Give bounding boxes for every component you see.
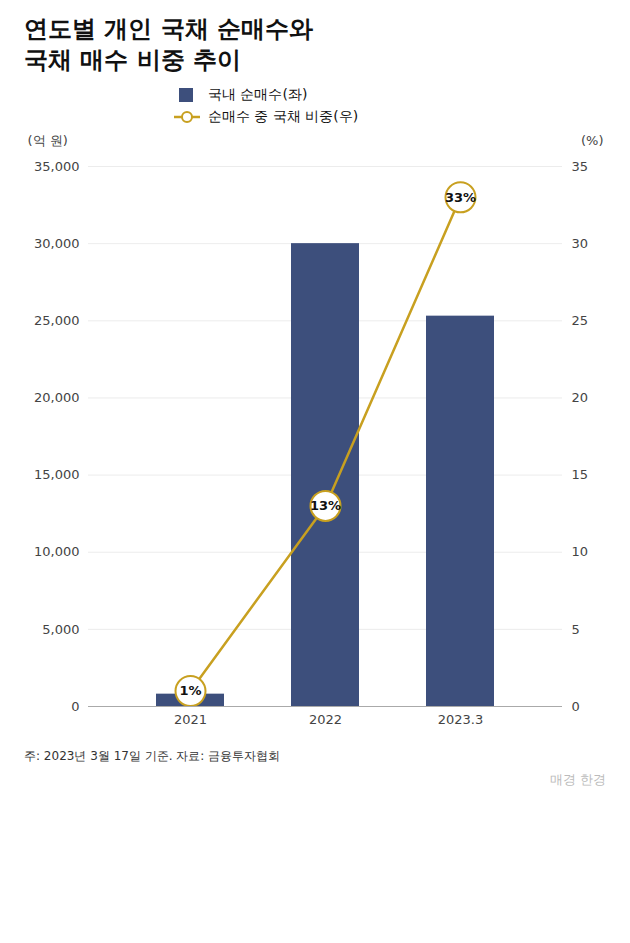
svg-text:(%): (%): [581, 133, 604, 148]
svg-text:15: 15: [572, 468, 589, 483]
svg-text:0: 0: [572, 699, 580, 714]
svg-text:10,000: 10,000: [34, 545, 80, 560]
svg-text:35: 35: [572, 159, 589, 174]
svg-text:1%: 1%: [179, 684, 201, 699]
html-text:국내 순매수(좌): 국내 순매수(좌): [208, 86, 308, 103]
svg-text:20: 20: [572, 390, 589, 405]
svg-text:5,000: 5,000: [42, 622, 79, 637]
svg-text:10: 10: [572, 545, 589, 560]
html-text:연도별 개인 국채 순매수와 국채 매수 비중 추이: 연도별 개인 국채 순매수와 국채 매수 비중 추이: [24, 15, 314, 75]
svg-text:5: 5: [572, 622, 580, 637]
svg-text:0: 0: [71, 699, 79, 714]
svg-text:2022: 2022: [309, 712, 342, 727]
svg-text:(억 원): (억 원): [28, 133, 68, 148]
svg-text:2023.3: 2023.3: [438, 712, 484, 727]
svg-text:13%: 13%: [310, 498, 341, 513]
svg-text:30: 30: [572, 236, 589, 251]
svg-text:25,000: 25,000: [34, 313, 80, 328]
html-text:순매수 중 국채 비중(우): 순매수 중 국채 비중(우): [208, 108, 359, 125]
svg-text:25: 25: [572, 313, 589, 328]
svg-text:35,000: 35,000: [34, 159, 80, 174]
svg-text:2021: 2021: [174, 712, 207, 727]
html-text:매경 한경: 매경 한경: [549, 772, 606, 788]
html-text:주: 2023년 3월 17일 기준. 자료: 금융투자협회: 주: 2023년 3월 17일 기준. 자료: 금융투자협회: [24, 749, 281, 764]
svg-text:33%: 33%: [445, 190, 476, 205]
svg-text:20,000: 20,000: [34, 390, 80, 405]
svg-text:15,000: 15,000: [34, 468, 80, 483]
svg-text:30,000: 30,000: [34, 236, 80, 251]
